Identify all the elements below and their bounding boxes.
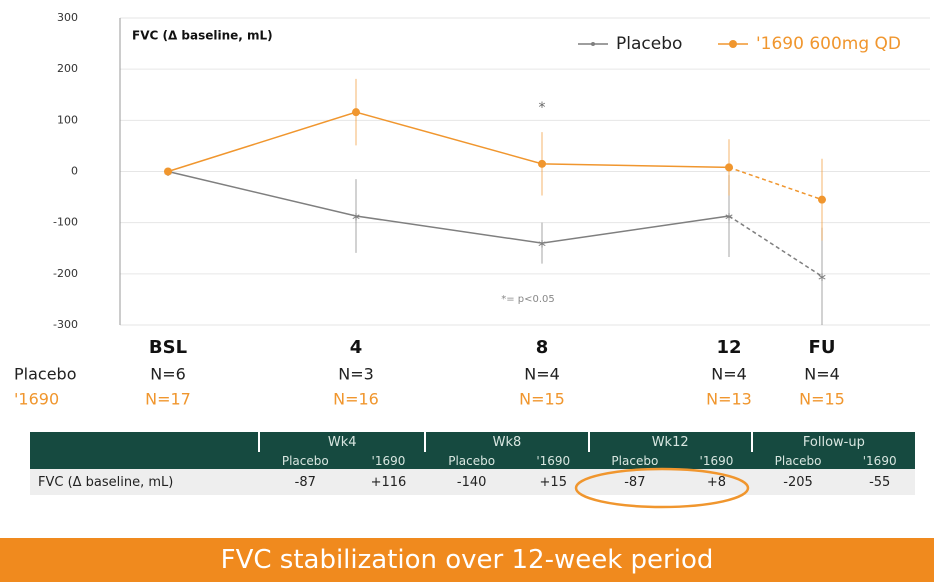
- point-marker: [725, 163, 733, 172]
- sample-size: N=17: [145, 390, 191, 409]
- sample-size: N=16: [333, 390, 379, 409]
- subheader: Placebo: [259, 452, 352, 469]
- chart-title: FVC (Δ baseline, mL): [132, 29, 273, 43]
- point-marker: ∗: [724, 210, 734, 224]
- sample-size: N=13: [706, 390, 752, 409]
- sample-size: N=6: [150, 365, 186, 384]
- point-marker: [818, 195, 826, 204]
- point-marker: ∗: [817, 270, 827, 284]
- legend-label: '1690 600mg QD: [756, 34, 901, 54]
- subheader: Placebo: [588, 452, 682, 469]
- legend-item: '1690 600mg QD: [718, 34, 901, 54]
- legend-swatch: [591, 42, 595, 46]
- sample-size: N=15: [799, 390, 845, 409]
- x-tick-label: BSL: [149, 337, 187, 358]
- x-tick-label: FU: [809, 337, 836, 358]
- sample-size: N=4: [804, 365, 840, 384]
- legend-swatch: [729, 40, 737, 48]
- group-header: Wk8: [424, 432, 589, 452]
- point-marker: ∗: [351, 210, 361, 224]
- row-label: Placebo: [14, 365, 76, 384]
- subheader: '1690: [844, 452, 915, 469]
- series-line: [728, 166, 823, 201]
- y-tick-label: 100: [57, 113, 78, 126]
- y-tick-label: -100: [53, 216, 78, 229]
- sample-size: N=4: [524, 365, 560, 384]
- y-tick-label: -200: [53, 267, 78, 280]
- legend-item: Placebo: [578, 34, 682, 54]
- y-tick-label: 200: [57, 62, 78, 75]
- x-tick-label: 8: [536, 337, 549, 358]
- series-line: [167, 170, 730, 244]
- table-cell: +116: [351, 469, 426, 495]
- table-cell: +15: [517, 469, 589, 495]
- subheader: '1690: [681, 452, 752, 469]
- point-marker: ∗: [537, 237, 547, 251]
- table-cell: -55: [844, 469, 915, 495]
- subheader: '1690: [517, 452, 589, 469]
- table-cell: -87: [588, 469, 682, 495]
- legend-label: Placebo: [616, 34, 682, 54]
- table-header: Wk4 Wk8 Wk12 Follow-up: [30, 432, 915, 452]
- subheader: Placebo: [425, 452, 518, 469]
- table-cell: -87: [259, 469, 352, 495]
- annotation: *: [539, 100, 546, 116]
- row-label: '1690: [14, 390, 59, 409]
- header-blank: [30, 432, 259, 452]
- annotation: *= p<0.05: [501, 294, 555, 305]
- table-cell: -140: [425, 469, 518, 495]
- table-subheader: Placebo '1690 Placebo '1690 Placebo '1690 Plac…: [30, 452, 915, 469]
- table-row: FVC (Δ baseline, mL) -87 +116 -140 +15 -87 +8-…: [30, 469, 915, 495]
- point-marker: [164, 167, 172, 176]
- point-marker: [352, 108, 360, 117]
- group-header: Follow-up: [750, 432, 915, 452]
- sample-size: N=3: [338, 365, 374, 384]
- subheader: '1690: [351, 452, 426, 469]
- sample-size: N=15: [519, 390, 565, 409]
- x-tick-label: 4: [350, 337, 363, 358]
- subheader: Placebo: [751, 452, 845, 469]
- banner: FVC stabilization over 12-week period: [0, 538, 934, 582]
- series-line: [167, 111, 730, 173]
- group-header: Wk4: [257, 432, 426, 452]
- x-tick-label: 12: [716, 337, 741, 358]
- series-line: [728, 215, 823, 278]
- y-tick-label: 0: [71, 165, 78, 178]
- point-marker: [538, 159, 546, 168]
- y-tick-label: 300: [57, 11, 78, 24]
- sample-size: N=4: [711, 365, 747, 384]
- data-table: Wk4 Wk8 Wk12 Follow-up Placebo '1690 Place…: [30, 432, 915, 495]
- table-cell: -205: [751, 469, 845, 495]
- y-tick-label: -300: [53, 318, 78, 331]
- group-header: Wk12: [587, 432, 752, 452]
- row-label: FVC (Δ baseline, mL): [30, 469, 259, 495]
- chart: FVC (Δ baseline, mL) * *= p<0.05 -300 -20…: [14, 11, 930, 409]
- table-cell: +8: [681, 469, 752, 495]
- header-blank: [30, 452, 259, 469]
